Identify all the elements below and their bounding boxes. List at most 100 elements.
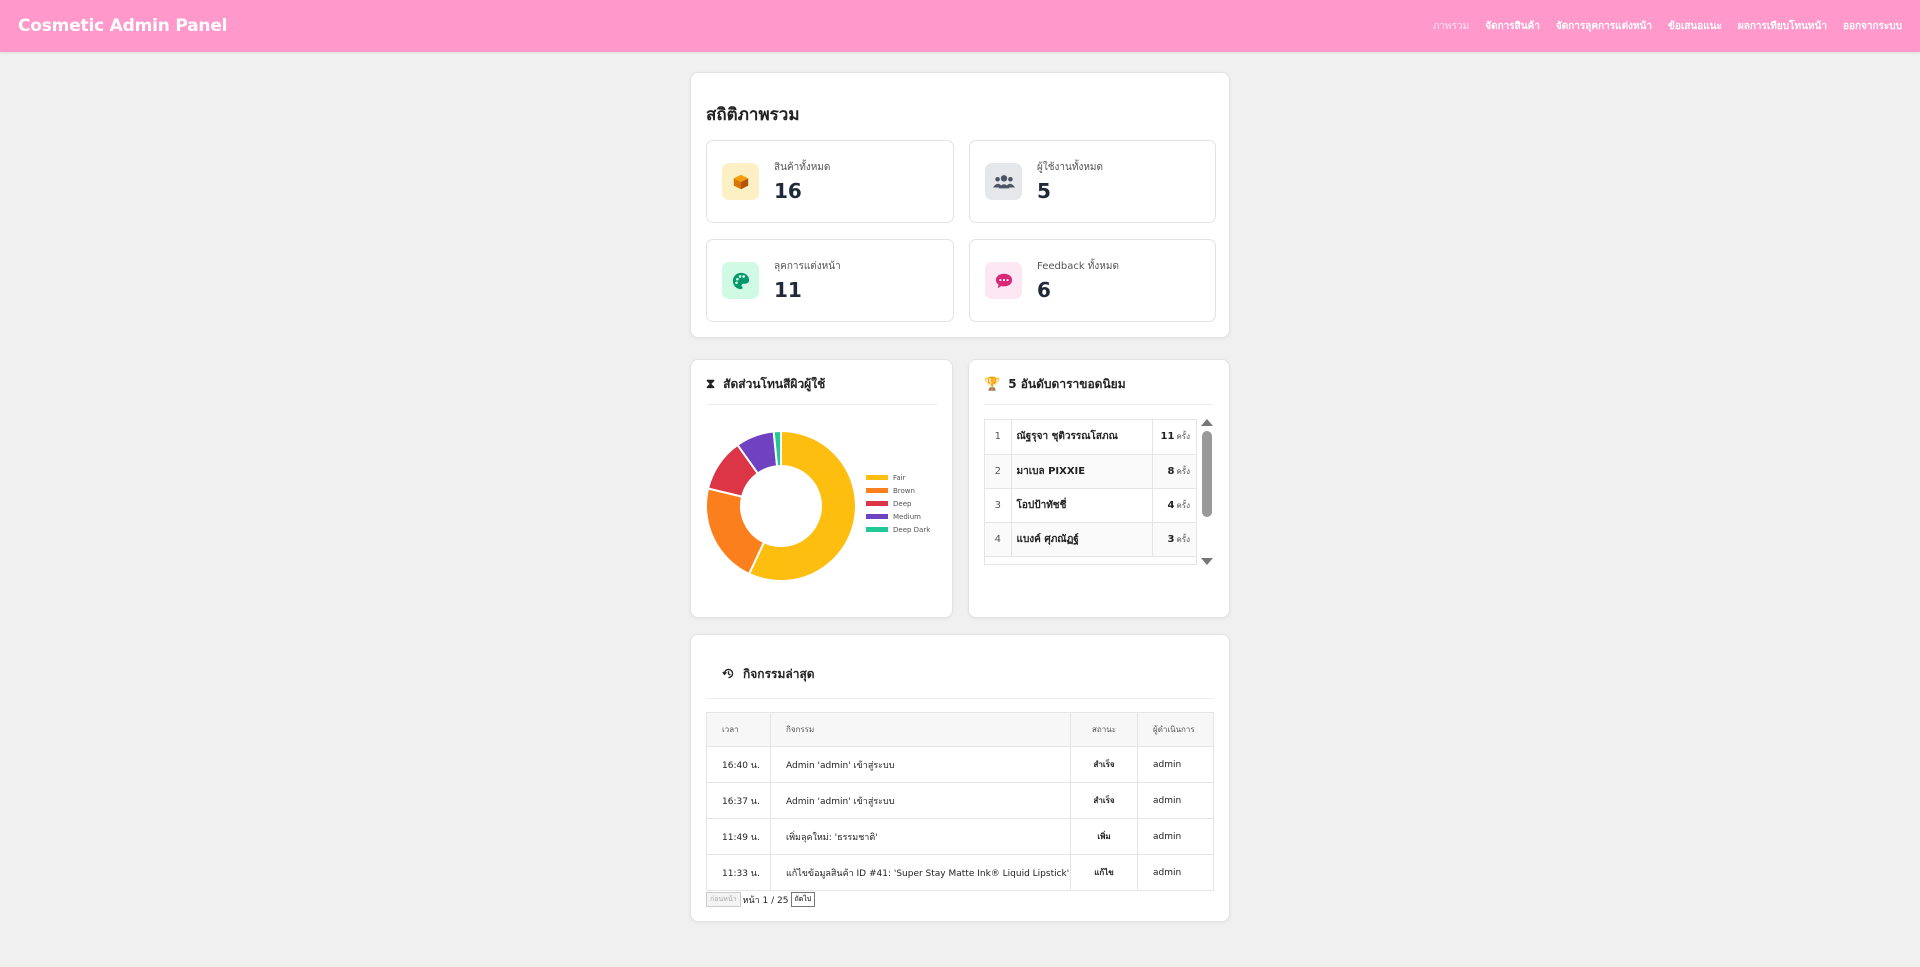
col-user-header: ผู้ดำเนินการ [1137, 712, 1214, 747]
nav-tone-results[interactable]: ผลการเทียบโทนหน้า [1737, 20, 1827, 32]
table-row: 16:37 น. Admin 'admin' เข้าสู่ระบบ สำเร็… [706, 782, 1214, 819]
donut-slice-brown[interactable] [706, 487, 766, 576]
rank-number: 1 [985, 420, 1012, 455]
legend-item[interactable]: Fair [866, 474, 930, 482]
stat-users: ผู้ใช้งานทั้งหมด 5 [969, 140, 1216, 223]
rank-count: 4 [1167, 499, 1175, 511]
activity-action: Admin 'admin' เข้าสู่ระบบ [770, 782, 1071, 819]
stat-products: สินค้าทั้งหมด 16 [706, 140, 954, 223]
activity-user: admin [1137, 818, 1214, 855]
activity-action: แก้ไขข้อมูลสินค้า ID #41: 'Super Stay Ma… [770, 854, 1071, 891]
stat-label: ผู้ใช้งานทั้งหมด [1037, 162, 1104, 173]
activity-action: Admin 'admin' เข้าสู่ระบบ [770, 746, 1071, 783]
col-status-header: สถานะ [1070, 712, 1138, 747]
skin-tone-panel: ⧗ สัดส่วนโทนสีผิวผู้ใช้ Fair Brown Deep Med… [690, 359, 953, 618]
stat-feedback: Feedback ทั้งหมด 6 [969, 239, 1216, 322]
legend-swatch [866, 488, 888, 493]
dashboard-main: สถิติภาพรวม สินค้าทั้งหมด 16 ผู้ใช้งานทั… [690, 72, 1230, 922]
ranking-row: 4 แบงค์ ศุภณัฏฐ์ 3 ครั้ง [985, 522, 1196, 557]
activity-status: สำเร็จ [1070, 746, 1138, 783]
ranking-row: 3 โอปป้าทัชชี่ 4 ครั้ง [985, 488, 1196, 523]
brand-title[interactable]: Cosmetic Admin Panel [18, 16, 228, 36]
table-row: 11:33 น. แก้ไขข้อมูลสินค้า ID #41: 'Supe… [706, 854, 1214, 891]
activity-status: แก้ไข [1070, 854, 1138, 891]
nav-products[interactable]: จัดการสินค้า [1485, 20, 1540, 32]
activity-time: 11:49 น. [706, 818, 771, 855]
legend-label: Fair [893, 473, 906, 482]
rank-count: 3 [1167, 533, 1175, 545]
legend-swatch [866, 514, 888, 519]
legend-item[interactable]: Deep Dark [866, 526, 930, 534]
legend-label: Medium [893, 512, 921, 521]
legend-item[interactable]: Medium [866, 513, 930, 521]
palette-icon [722, 262, 759, 299]
ranking-scrollbar[interactable] [1200, 419, 1214, 565]
ranking-table: 1 ณัฐรุจา ชุติวรรณโสภณ 11 ครั้ง 2 มาเบล P… [985, 420, 1196, 557]
users-icon [985, 163, 1022, 200]
scroll-down-arrow-icon[interactable] [1201, 558, 1213, 565]
donut-slice-deep-dark[interactable] [772, 431, 782, 468]
rank-unit: ครั้ง [1176, 534, 1190, 544]
main-nav: ภาพรวม จัดการสินค้า จัดการลุคการแต่งหน้า… [1433, 19, 1902, 34]
overview-title: สถิติภาพรวม [706, 105, 800, 125]
rank-count-cell: 4 ครั้ง [1152, 488, 1196, 523]
skin-tone-donut-chart[interactable] [706, 431, 856, 581]
rank-count-cell: 3 ครั้ง [1152, 522, 1196, 557]
stat-value: 16 [774, 179, 802, 203]
stat-looks: ลุคการแต่งหน้า 11 [706, 239, 954, 322]
rank-count-cell: 8 ครั้ง [1152, 454, 1196, 489]
top-stars-panel: 🏆 5 อันดับดาราขอดนิยม 1 ณัฐรุจา ชุติวรรณ… [968, 359, 1230, 618]
legend-swatch [866, 475, 888, 480]
col-time-header: เวลา [706, 712, 771, 747]
legend-swatch [866, 501, 888, 506]
legend-item[interactable]: Deep [866, 500, 930, 508]
rank-name: แบงค์ ศุภณัฏฐ์ [1011, 522, 1153, 557]
stat-label: ลุคการแต่งหน้า [774, 261, 841, 272]
rank-count: 8 [1167, 465, 1175, 477]
rank-name: มาเบล PIXXIE [1011, 454, 1153, 489]
page-info: หน้า 1 / 25 [742, 895, 789, 906]
nav-looks[interactable]: จัดการลุคการแต่งหน้า [1555, 20, 1652, 32]
nav-feedback[interactable]: ข้อเสนอแนะ [1668, 20, 1722, 32]
col-action-header: กิจกรรม [770, 712, 1071, 747]
nav-overview[interactable]: ภาพรวม [1432, 20, 1470, 32]
activity-time: 11:33 น. [706, 854, 771, 891]
activity-user: admin [1137, 782, 1214, 819]
stat-label: สินค้าทั้งหมด [774, 162, 831, 173]
pagination: ก่อนหน้า หน้า 1 / 25 ถัดไป [706, 892, 1214, 907]
activity-card: กิจกรรมล่าสุด เวลา กิจกรรม สถานะ ผู้ดำเน… [690, 634, 1230, 922]
activity-action: เพิ่มลุคใหม่: 'ธรรมชาติ' [770, 818, 1071, 855]
next-page-button[interactable]: ถัดไป [790, 892, 816, 907]
stat-value: 11 [774, 278, 802, 302]
activity-user: admin [1137, 746, 1214, 783]
nav-logout[interactable]: ออกจากระบบ [1842, 20, 1902, 32]
activity-title-text: กิจกรรมล่าสุด [743, 667, 815, 681]
activity-status: สำเร็จ [1070, 782, 1138, 819]
table-row: 11:49 น. เพิ่มลุคใหม่: 'ธรรมชาติ' เพิ่ม … [706, 818, 1214, 855]
rank-name: ณัฐรุจา ชุติวรรณโสภณ [1011, 420, 1153, 455]
activity-user: admin [1137, 854, 1214, 891]
activity-header-row: เวลา กิจกรรม สถานะ ผู้ดำเนินการ [706, 712, 1214, 747]
ranking-row: 2 มาเบล PIXXIE 8 ครั้ง [985, 454, 1196, 489]
ranking-row: 1 ณัฐรุจา ชุติวรรณโสภณ 11 ครั้ง [985, 420, 1196, 455]
top-stars-panel-title: 🏆 5 อันดับดาราขอดนิยม [984, 375, 1214, 405]
ranking-scroll-area[interactable]: 1 ณัฐรุจา ชุติวรรณโสภณ 11 ครั้ง 2 มาเบล P… [984, 419, 1197, 565]
legend-label: Deep [893, 499, 912, 508]
prev-page-button[interactable]: ก่อนหน้า [706, 892, 741, 907]
top-navbar: Cosmetic Admin Panel ภาพรวม จัดการสินค้า… [0, 0, 1920, 52]
legend-item[interactable]: Brown [866, 487, 930, 495]
activity-time: 16:40 น. [706, 746, 771, 783]
history-icon [722, 667, 735, 683]
donut-chart-wrap: Fair Brown Deep Medium Deep Dark [706, 431, 937, 581]
rank-number: 4 [985, 522, 1012, 557]
rank-unit: ครั้ง [1176, 432, 1190, 442]
activity-table: เวลา กิจกรรม สถานะ ผู้ดำเนินการ 16:40 น.… [706, 712, 1214, 891]
scrollbar-thumb[interactable] [1202, 431, 1212, 517]
rank-number: 2 [985, 454, 1012, 489]
skin-tone-panel-title: ⧗ สัดส่วนโทนสีผิวผู้ใช้ [706, 375, 937, 405]
donut-slice-fair[interactable] [747, 431, 856, 581]
legend-label: Deep Dark [893, 525, 931, 534]
scroll-up-arrow-icon[interactable] [1201, 419, 1213, 426]
rank-count: 11 [1160, 431, 1175, 443]
activity-title: กิจกรรมล่าสุด [706, 665, 1214, 699]
